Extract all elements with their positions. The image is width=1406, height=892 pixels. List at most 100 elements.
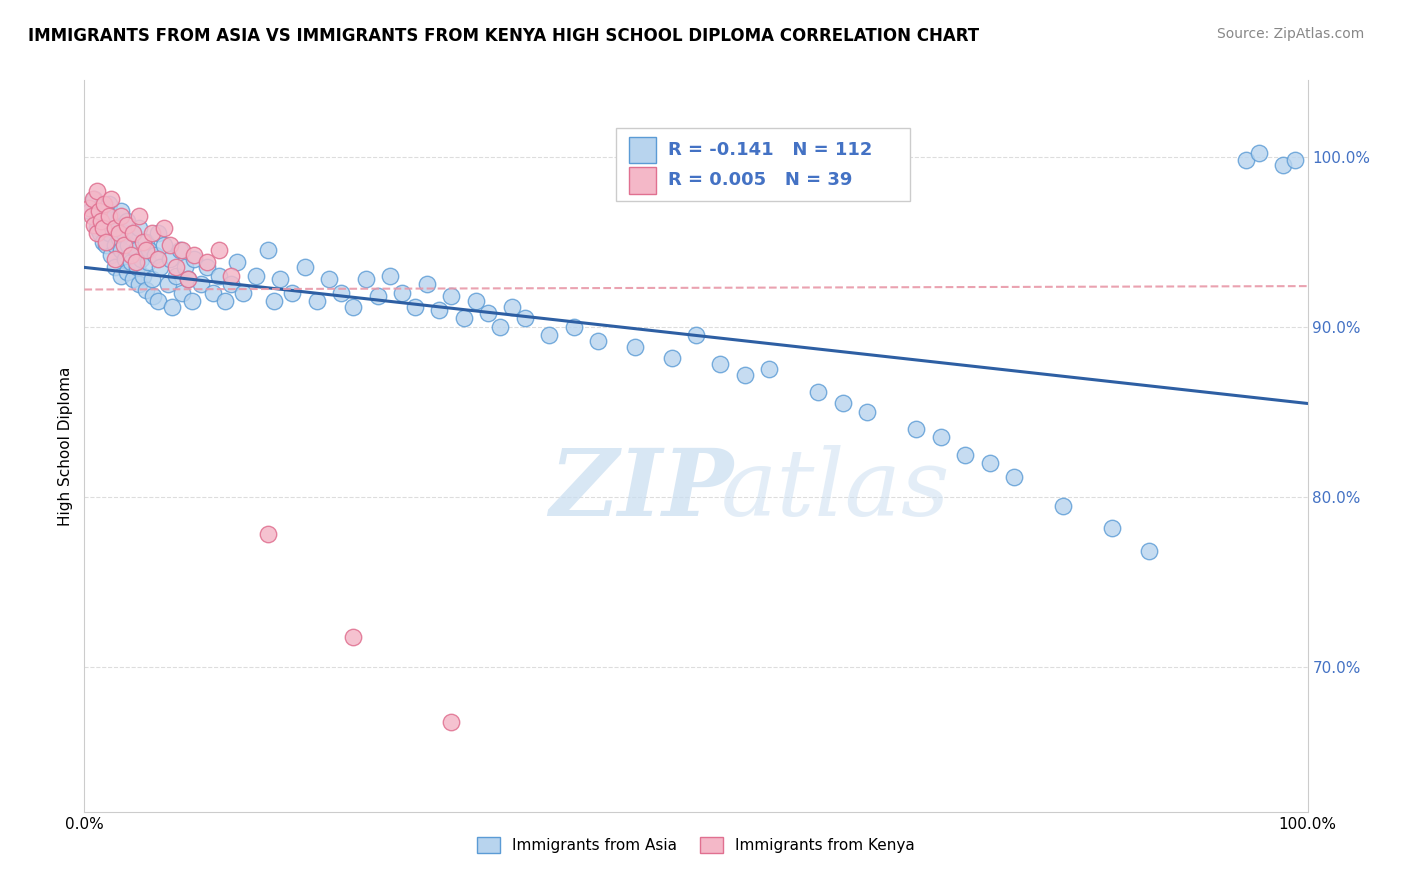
Point: [172, 244, 194, 258]
Point: [146, 294, 169, 309]
Point: [120, 248, 142, 262]
Point: [226, 255, 249, 269]
Point: [138, 244, 160, 258]
Point: [1101, 521, 1123, 535]
Point: [143, 248, 166, 262]
Point: [1236, 153, 1258, 168]
Point: [1002, 469, 1025, 483]
Point: [831, 396, 853, 410]
Point: [104, 221, 127, 235]
Point: [380, 268, 402, 283]
Point: [86, 214, 108, 228]
Point: [110, 210, 132, 224]
Point: [135, 235, 157, 249]
Text: R = 0.005   N = 39: R = 0.005 N = 39: [668, 171, 852, 189]
Point: [100, 248, 122, 262]
Point: [263, 294, 285, 309]
Point: [91, 221, 114, 235]
Point: [86, 227, 108, 241]
Point: [104, 260, 127, 275]
Point: [128, 210, 150, 224]
Point: [115, 214, 138, 228]
Point: [440, 289, 463, 303]
Point: [91, 235, 114, 249]
Point: [177, 272, 200, 286]
Point: [219, 268, 242, 283]
Point: [122, 272, 145, 286]
Point: [146, 227, 169, 241]
Point: [135, 283, 157, 297]
Point: [100, 192, 122, 206]
Point: [82, 192, 104, 206]
Point: [257, 527, 280, 541]
Point: [146, 252, 169, 266]
Point: [112, 227, 135, 241]
Point: [281, 285, 304, 300]
Point: [201, 285, 224, 300]
Point: [257, 244, 280, 258]
Point: [115, 218, 138, 232]
Point: [135, 244, 157, 258]
Point: [153, 221, 176, 235]
Point: [83, 218, 105, 232]
Point: [1284, 153, 1306, 168]
Point: [208, 244, 231, 258]
Point: [269, 272, 291, 286]
Point: [128, 277, 150, 292]
Point: [342, 630, 364, 644]
Legend: Immigrants from Asia, Immigrants from Kenya: Immigrants from Asia, Immigrants from Ke…: [471, 830, 921, 859]
Point: [87, 204, 110, 219]
Point: [96, 235, 118, 249]
Point: [709, 357, 731, 371]
Y-axis label: High School Diploma: High School Diploma: [58, 367, 73, 525]
Point: [586, 334, 609, 348]
Point: [905, 422, 928, 436]
Point: [416, 277, 439, 292]
Point: [562, 320, 585, 334]
Point: [162, 300, 184, 314]
Point: [1247, 146, 1270, 161]
Point: [97, 210, 120, 224]
Point: [453, 311, 475, 326]
Point: [190, 277, 212, 292]
Point: [165, 260, 187, 275]
Point: [367, 289, 389, 303]
Point: [117, 238, 139, 252]
Text: atlas: atlas: [720, 445, 950, 535]
Point: [79, 204, 101, 219]
Point: [114, 252, 136, 266]
Point: [91, 210, 114, 224]
Point: [181, 294, 204, 309]
Point: [354, 272, 377, 286]
Point: [305, 294, 328, 309]
Point: [661, 351, 683, 365]
Text: Source: ZipAtlas.com: Source: ZipAtlas.com: [1216, 27, 1364, 41]
Point: [219, 277, 242, 292]
Text: R = -0.141   N = 112: R = -0.141 N = 112: [668, 141, 872, 159]
Point: [208, 268, 231, 283]
Point: [110, 244, 132, 258]
Point: [195, 260, 218, 275]
Point: [90, 214, 112, 228]
Point: [294, 260, 316, 275]
Point: [107, 231, 129, 245]
Point: [136, 255, 159, 269]
Point: [107, 227, 129, 241]
Point: [232, 285, 254, 300]
Point: [142, 289, 165, 303]
Point: [1272, 158, 1295, 172]
Text: IMMIGRANTS FROM ASIA VS IMMIGRANTS FROM KENYA HIGH SCHOOL DIPLOMA CORRELATION CH: IMMIGRANTS FROM ASIA VS IMMIGRANTS FROM …: [28, 27, 979, 45]
FancyBboxPatch shape: [616, 128, 910, 201]
Point: [83, 192, 105, 206]
Point: [427, 302, 450, 317]
Point: [149, 260, 172, 275]
Point: [538, 328, 561, 343]
Point: [104, 252, 127, 266]
Point: [502, 300, 524, 314]
Point: [86, 184, 108, 198]
Point: [183, 248, 205, 262]
Point: [953, 448, 976, 462]
Point: [685, 328, 707, 343]
Point: [807, 384, 830, 399]
Point: [513, 311, 536, 326]
